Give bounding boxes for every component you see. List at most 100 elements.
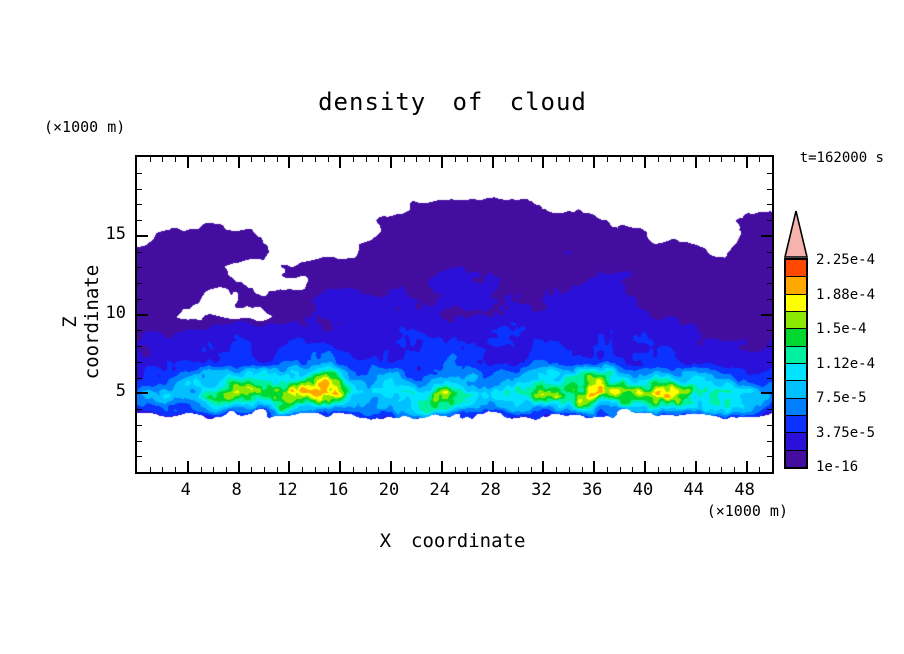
z-minor-tick <box>767 425 772 426</box>
x-major-tick <box>288 157 290 168</box>
x-major-tick <box>746 461 748 472</box>
x-major-tick <box>238 461 240 472</box>
x-minor-tick <box>162 157 163 162</box>
x-minor-tick <box>150 157 151 162</box>
z-minor-tick <box>137 330 142 331</box>
x-major-tick <box>492 157 494 168</box>
x-minor-tick <box>721 157 722 162</box>
x-minor-tick <box>302 157 303 162</box>
x-axis-unit-label: (×1000 m) <box>706 502 788 520</box>
x-minor-tick <box>366 157 367 162</box>
x-axis-title: X coordinate <box>379 530 526 552</box>
x-tick-label: 48 <box>734 480 755 500</box>
colorbar-tick-label: 1.88e-4 <box>816 286 876 303</box>
colorbar-overflow-arrow-icon <box>784 210 808 258</box>
x-minor-tick <box>632 467 633 472</box>
colorbar-segment <box>786 414 806 433</box>
x-tick-label: 28 <box>480 480 501 500</box>
x-major-tick <box>695 461 697 472</box>
x-minor-tick <box>162 467 163 472</box>
chart-title: density of cloud <box>318 88 587 116</box>
x-minor-tick <box>670 157 671 162</box>
z-tick-label: 5 <box>115 381 126 402</box>
x-minor-tick <box>315 157 316 162</box>
z-minor-tick <box>137 189 142 190</box>
x-minor-tick <box>683 467 684 472</box>
x-major-tick <box>390 461 392 472</box>
colorbar-segment <box>786 293 806 311</box>
x-minor-tick <box>378 157 379 162</box>
x-minor-tick <box>455 467 456 472</box>
z-minor-tick <box>767 362 772 363</box>
x-minor-tick <box>150 467 151 472</box>
colorbar-segment <box>786 345 806 363</box>
x-minor-tick <box>175 157 176 162</box>
x-minor-tick <box>429 157 430 162</box>
z-minor-tick <box>137 220 142 221</box>
z-minor-tick <box>137 173 142 174</box>
x-minor-tick <box>531 467 532 472</box>
z-major-tick <box>761 235 772 237</box>
x-tick-label: 40 <box>632 480 654 500</box>
x-tick-label: 16 <box>327 480 349 500</box>
x-tick-label: 24 <box>429 480 451 500</box>
x-minor-tick <box>277 157 278 162</box>
x-minor-tick <box>277 467 278 472</box>
x-major-tick <box>542 157 544 168</box>
colorbar <box>784 258 808 469</box>
time-stamp-label: t=162000 s <box>799 150 884 166</box>
z-minor-tick <box>137 378 142 379</box>
z-minor-tick <box>137 299 142 300</box>
x-minor-tick <box>175 467 176 472</box>
z-minor-tick <box>137 409 142 410</box>
x-minor-tick <box>531 157 532 162</box>
x-minor-tick <box>264 467 265 472</box>
colorbar-segment <box>786 310 806 329</box>
z-tick-label: 10 <box>105 302 126 323</box>
z-minor-tick <box>137 441 142 442</box>
x-major-tick <box>746 157 748 168</box>
x-minor-tick <box>518 467 519 472</box>
colorbar-tick-label: 2.25e-4 <box>816 252 876 268</box>
plot-area <box>135 155 774 474</box>
x-minor-tick <box>569 467 570 472</box>
x-minor-tick <box>429 467 430 472</box>
colorbar-tick-label: 1e-16 <box>816 459 859 475</box>
x-major-tick <box>339 461 341 472</box>
colorbar-segment <box>786 380 806 398</box>
x-minor-tick <box>315 467 316 472</box>
x-major-tick <box>492 461 494 472</box>
x-minor-tick <box>353 467 354 472</box>
x-minor-tick <box>709 157 710 162</box>
x-minor-tick <box>569 157 570 162</box>
x-minor-tick <box>226 157 227 162</box>
x-minor-tick <box>480 467 481 472</box>
x-minor-tick <box>759 157 760 162</box>
x-minor-tick <box>201 157 202 162</box>
z-major-tick <box>761 314 772 316</box>
z-minor-tick <box>767 267 772 268</box>
z-axis-unit-label: (×1000 m) <box>44 118 126 136</box>
x-minor-tick <box>505 157 506 162</box>
z-tick-label: 15 <box>105 223 126 244</box>
x-minor-tick <box>607 157 608 162</box>
x-minor-tick <box>480 157 481 162</box>
colorbar-segment <box>786 449 806 467</box>
x-minor-tick <box>226 467 227 472</box>
z-minor-tick <box>137 267 142 268</box>
z-minor-tick <box>767 346 772 347</box>
colorbar-tick-label: 1.12e-4 <box>816 355 876 372</box>
z-minor-tick <box>137 252 142 253</box>
z-major-tick <box>137 235 148 237</box>
x-minor-tick <box>556 157 557 162</box>
x-minor-tick <box>378 467 379 472</box>
z-minor-tick <box>767 330 772 331</box>
x-major-tick <box>441 157 443 168</box>
x-minor-tick <box>658 467 659 472</box>
z-minor-tick <box>137 346 142 347</box>
colorbar-segment <box>786 432 806 450</box>
z-minor-tick <box>767 220 772 221</box>
x-tick-label: 4 <box>180 480 191 500</box>
x-minor-tick <box>734 157 735 162</box>
